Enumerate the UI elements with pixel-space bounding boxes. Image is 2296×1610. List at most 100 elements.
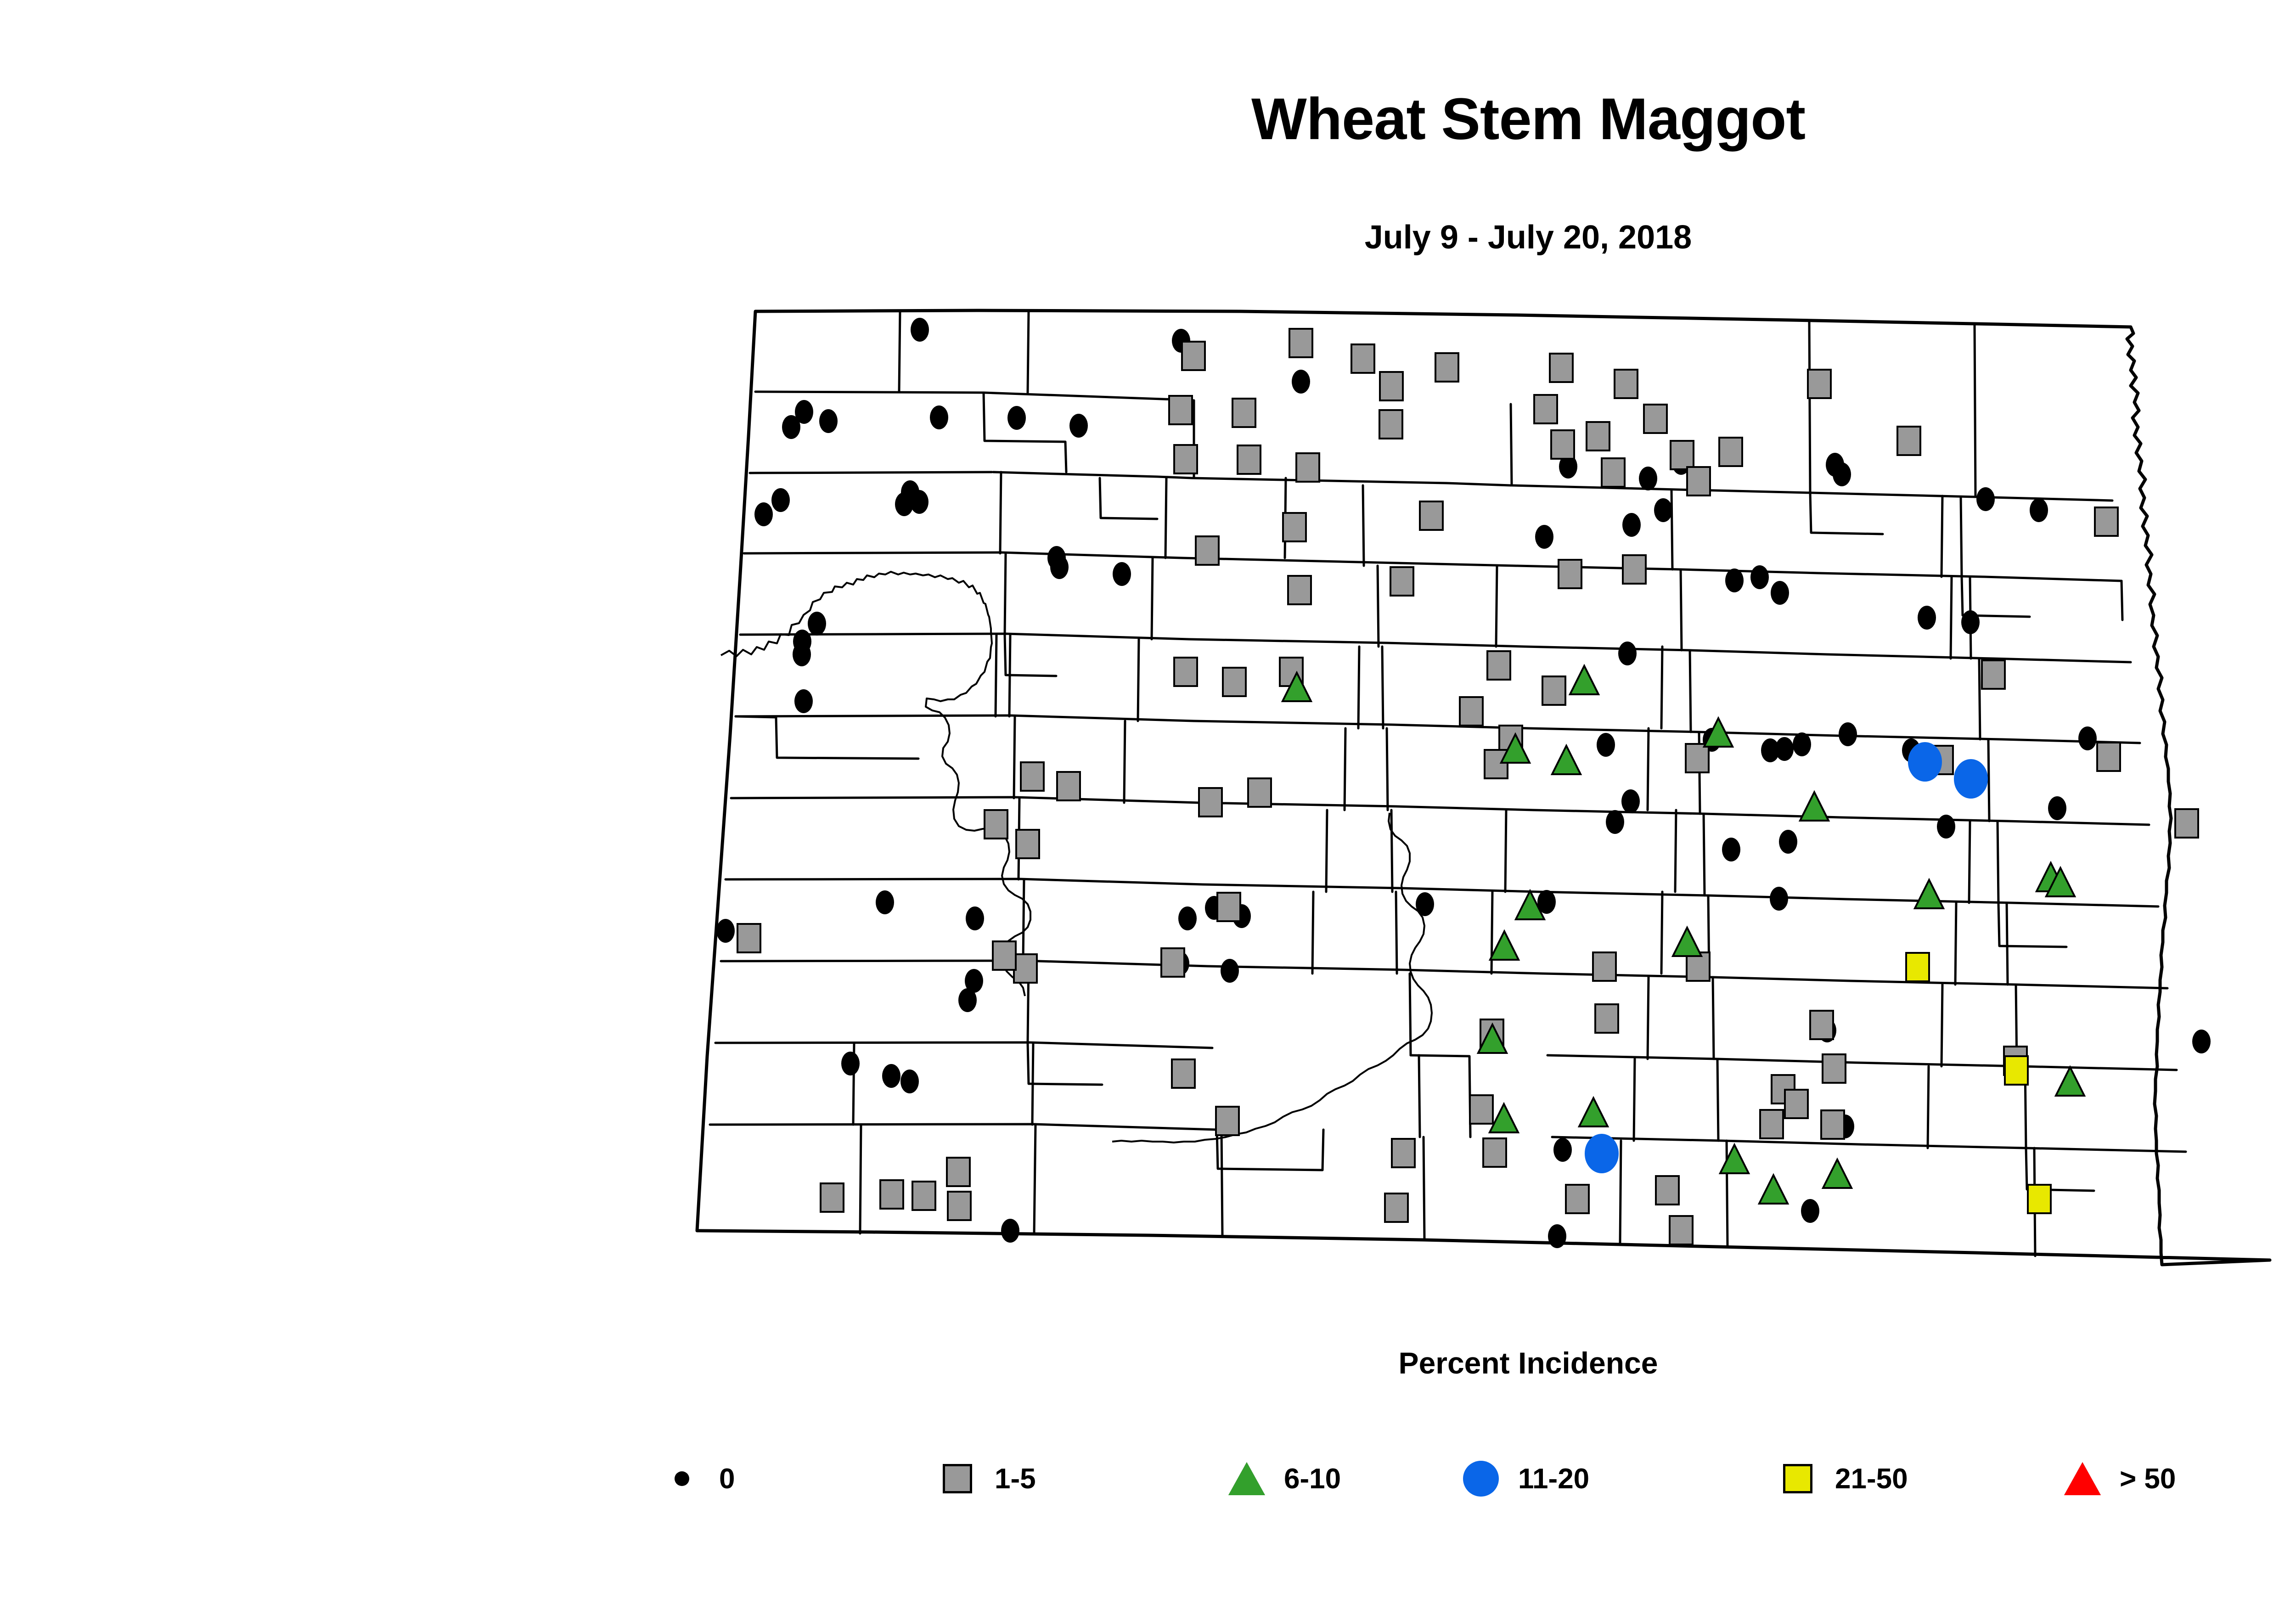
marker-square-1-5	[1614, 369, 1638, 399]
marker-square-1-5	[879, 1179, 904, 1210]
county-row-line-2	[748, 471, 993, 474]
marker-triangle-6-10	[1821, 1157, 1853, 1189]
marker-dot-0	[965, 969, 983, 993]
marker-dot-0	[794, 689, 813, 713]
legend-label: 1-5	[995, 1463, 1036, 1495]
county-row-line-28	[1193, 720, 1531, 730]
county-vert-5	[1123, 720, 1126, 804]
marker-dot-0	[1069, 414, 1088, 438]
county-row-line-68	[1716, 1058, 1720, 1142]
marker-dot-0	[1761, 738, 1779, 762]
legend-item-6-10[interactable]: 6-10	[1221, 1442, 1341, 1515]
marker-dot-0	[1416, 892, 1434, 916]
marker-square-1-5	[1384, 1193, 1409, 1223]
county-row-line-15	[1670, 488, 1674, 571]
county-row-line-57	[2005, 901, 2009, 986]
legend-item-11-20[interactable]: 11-20	[1456, 1442, 1589, 1515]
marker-dot-0	[1007, 406, 1026, 430]
missouri-river-south	[1112, 1028, 1429, 1143]
marker-dot-0	[1639, 467, 1657, 490]
marker-square-21-50	[1905, 952, 1930, 982]
county-row-line-45	[1390, 809, 1394, 893]
marker-square-1-5	[1809, 1010, 1834, 1040]
county-boundaries	[695, 309, 2272, 1267]
marker-dot-0	[808, 612, 826, 636]
county-vert-9	[1660, 645, 1664, 730]
marker-square-1-5	[1379, 371, 1404, 401]
county-row-line-76	[1033, 1123, 1037, 1236]
marker-square-21-50	[2004, 1055, 2029, 1086]
county-row-line-42	[724, 878, 1204, 886]
county-vert-10	[1646, 727, 1650, 811]
county-vert-25	[1619, 1139, 1622, 1245]
marker-dot-0	[2078, 726, 2097, 750]
county-row-line-29	[1381, 645, 1384, 730]
marker-dot-0	[1750, 565, 1769, 589]
marker-square-1-5	[1171, 1058, 1196, 1089]
marker-triangle-6-10	[1476, 1022, 1508, 1054]
county-vert-26	[1026, 310, 1030, 394]
county-notch-6	[734, 715, 920, 760]
legend-item-50[interactable]: > 50	[2057, 1442, 2176, 1515]
legend-item-1-5[interactable]: 1-5	[932, 1442, 1036, 1515]
county-row-line-23	[1679, 568, 1683, 652]
legend-label: 11-20	[1518, 1463, 1590, 1495]
legend-symbol-triangle-icon	[1221, 1453, 1272, 1504]
marker-square-1-5	[1759, 1109, 1784, 1139]
marker-dot-0	[795, 400, 813, 424]
county-notch-8	[1997, 901, 2068, 948]
county-row-line-71	[1418, 1054, 1421, 1138]
marker-square-1-5	[1542, 676, 1566, 706]
county-vert-4	[1137, 638, 1140, 722]
county-row-line-33	[1978, 657, 1981, 741]
marker-square-1-5	[1198, 787, 1223, 817]
county-vert-11	[1949, 575, 1953, 660]
survey-markers	[716, 318, 2211, 1248]
county-row-line-20	[1188, 638, 1526, 648]
state-outline	[695, 309, 2272, 1267]
marker-square-1-5	[1215, 1106, 1240, 1136]
county-row-line-38	[1532, 809, 1843, 819]
county-row-line-50	[720, 959, 1209, 968]
marker-square-1-5	[1594, 1003, 1619, 1034]
legend-item-21-50[interactable]: 21-50	[1773, 1442, 1908, 1515]
marker-square-1-5	[1173, 657, 1198, 687]
legend-shape	[943, 1464, 972, 1493]
marker-dot-0	[930, 405, 948, 429]
county-row-line-58	[714, 1041, 1214, 1049]
marker-dot-0	[1770, 887, 1788, 911]
marker-square-1-5	[1181, 341, 1206, 371]
marker-triangle-6-10	[2044, 866, 2077, 897]
county-notch-3	[1809, 491, 1884, 535]
county-row-line-46	[1537, 890, 1847, 901]
marker-square-1-5	[1820, 1109, 1845, 1140]
marker-dot-0	[958, 988, 977, 1012]
marker-square-1-5	[1718, 437, 1743, 467]
marker-square-1-5	[1222, 667, 1247, 697]
marker-square-1-5	[1237, 445, 1261, 475]
county-notch-2	[1098, 477, 1159, 520]
county-row-line-53	[1395, 890, 1398, 975]
marker-square-1-5	[1643, 404, 1668, 434]
marker-triangle-6-10	[1577, 1096, 1609, 1127]
marker-square-1-5	[1981, 659, 2006, 690]
marker-square-1-5	[1586, 421, 1610, 451]
marker-triangle-6-10	[1702, 716, 1734, 748]
county-row-line-40	[1840, 816, 2150, 826]
marker-dot-0	[966, 906, 984, 930]
marker-square-1-5	[1601, 457, 1626, 488]
county-notch-9	[1216, 1128, 1325, 1171]
county-vert-13	[1504, 809, 1508, 893]
county-row-line-35	[1013, 715, 1016, 799]
county-row-line-7	[1808, 320, 1812, 494]
marker-square-1-5	[1279, 657, 1304, 687]
county-vert-23	[1646, 976, 1650, 1060]
marker-dot-0	[1606, 810, 1624, 834]
marker-square-1-5	[992, 940, 1017, 971]
county-vert-18	[1311, 890, 1315, 975]
legend-item-0[interactable]: 0	[657, 1442, 735, 1515]
legend-shape	[675, 1471, 689, 1486]
county-row-line-37	[1385, 727, 1389, 811]
county-row-line-24	[1826, 653, 2132, 664]
